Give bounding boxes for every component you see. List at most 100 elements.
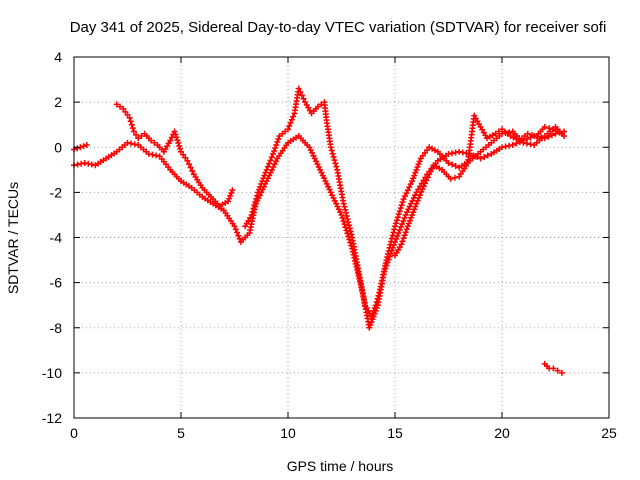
data-point [449,161,456,168]
data-point [421,180,428,187]
data-point [398,202,405,209]
data-point [484,152,491,159]
data-point [138,132,145,139]
data-point [546,125,553,132]
data-point [251,202,258,209]
data-point [424,174,431,181]
data-point [117,103,124,110]
data-point [273,141,280,148]
data-point [426,171,433,178]
data-point [374,295,381,302]
data-point [113,101,120,108]
x-tick-label: 15 [387,425,403,441]
data-point [376,289,383,296]
data-point [388,238,395,245]
y-tick-label: -2 [50,184,63,200]
data-point [189,167,196,174]
data-point [427,168,434,175]
data-point [81,160,88,167]
data-point [133,131,140,138]
data-point [348,231,355,238]
data-point [151,139,158,146]
data-point [372,302,379,309]
data-point [423,177,430,184]
data-point [366,324,373,331]
data-point [416,158,423,165]
data-point [477,155,484,162]
data-point [342,206,349,213]
data-point [413,200,420,207]
data-point [396,208,403,215]
data-point [452,163,459,170]
series-track-f [541,360,565,376]
data-point [412,169,419,176]
data-point [346,225,353,232]
data-point [227,192,234,199]
data-point [126,114,133,121]
data-point [554,367,561,374]
y-axis-label: SDTVAR / TECUs [5,182,21,294]
data-point [401,193,408,200]
data-point [229,187,236,194]
data-point [395,211,402,218]
data-point [499,144,505,151]
series-track-a [71,128,568,331]
data-point [509,141,516,148]
data-point [399,199,406,206]
data-point [368,313,375,320]
x-axis-label: GPS time / hours [287,458,394,474]
data-point [392,220,399,227]
y-tick-label: 2 [54,94,62,110]
data-point [345,219,352,226]
data-point [548,132,555,139]
y-tick-label: -6 [50,275,63,291]
series-track-d [242,85,568,320]
data-point [256,186,263,193]
data-point [120,105,127,112]
data-point [502,143,509,150]
data-point [232,226,239,233]
data-point [236,235,243,242]
data-point [481,154,488,161]
data-point [406,217,413,224]
data-point [177,145,184,152]
data-point [173,134,180,141]
data-point [397,205,404,212]
data-point [558,130,565,137]
data-point [171,128,178,135]
data-point [414,197,421,204]
data-point [409,211,416,218]
data-point [456,148,463,155]
data-point [266,160,273,167]
data-point [328,147,335,154]
data-point [523,140,530,147]
data-point [228,189,235,196]
data-point [342,209,349,216]
data-point [411,206,418,213]
data-point [385,247,392,254]
data-point [290,113,297,120]
data-point [271,148,278,155]
data-point [419,186,426,193]
chart-title: Day 341 of 2025, Sidereal Day-to-day VTE… [70,19,607,36]
data-point [402,229,409,236]
data-point [234,229,241,236]
data-point [184,157,191,164]
x-tick-label: 25 [601,425,617,441]
data-point [339,215,346,222]
data-point [341,221,348,228]
data-point [260,175,267,182]
data-point [340,200,347,207]
data-point [130,128,137,135]
data-point [386,244,393,251]
data-point [369,316,376,323]
data-point [407,181,414,188]
data-point [174,137,181,144]
data-point [399,238,406,245]
x-tick-label: 5 [177,425,185,441]
data-point [153,152,160,159]
data-point [451,174,458,181]
data-point [401,214,408,221]
data-point [415,161,422,168]
